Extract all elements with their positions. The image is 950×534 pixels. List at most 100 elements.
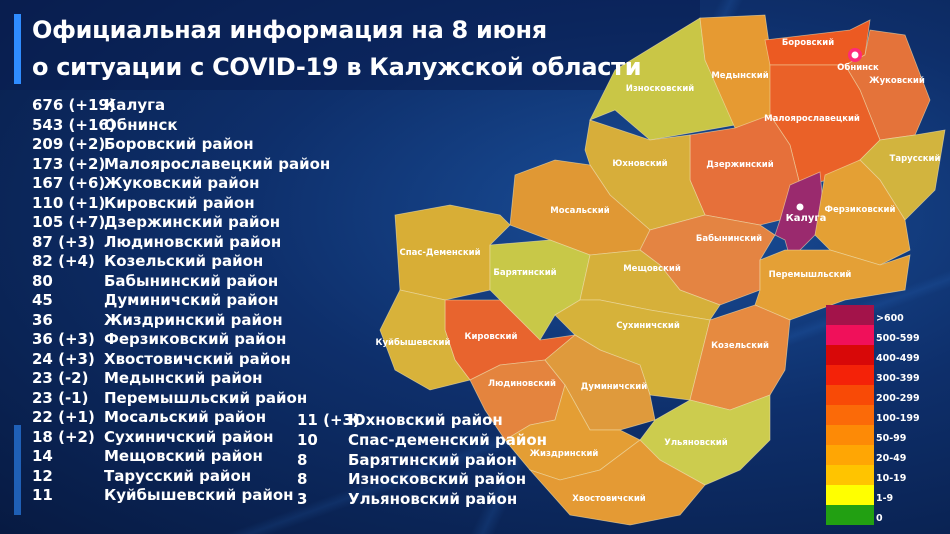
district-label: Тарусский [890,154,941,164]
case-count: 167 (+6) [32,174,106,192]
title-accent-bar [14,14,21,84]
case-count: 24 (+3) [32,349,95,368]
district-label: Спас-Деменский [399,248,480,258]
district-label: Жуковский [869,76,925,86]
case-count: 23 (-1) [32,388,89,407]
legend-label: 100-199 [876,413,920,424]
locality-name: Мещовский район [104,447,263,465]
legend-swatch [826,445,874,465]
locality-name: Барятинский район [348,450,517,469]
legend-item: 20-49 [826,445,946,465]
district-label: Ульяновский [664,438,727,448]
case-count: 23 (-2) [32,369,89,387]
legend-item: 100-199 [826,405,946,425]
locality-name: Тарусский район [104,466,252,485]
legend-label: 1-9 [876,493,894,504]
case-count: 36 (+3) [32,330,95,348]
locality-name: Спас-деменский район [348,430,548,449]
case-count: 18 (+2) [32,427,95,446]
case-count: 22 (+1) [32,408,95,426]
case-count: 676 (+19) [32,96,116,114]
legend-item: 1-9 [826,485,946,505]
district-label: Ферзиковский [825,205,896,215]
district-label: Думиничский [581,382,647,392]
locality-name: Мосальский район [104,408,267,426]
district-label: Кировский [465,332,518,342]
legend-item: 10-19 [826,465,946,485]
legend-item: 300-399 [826,365,946,385]
legend-item: 500-599 [826,325,946,345]
locality-name: Бабынинский район [104,271,279,290]
locality-name: Козельский район [104,252,264,270]
case-count: 11 (+3) [297,411,360,429]
case-count: 10 [297,430,318,449]
district-label: Хвостовичский [572,494,646,504]
district-label: Жиздринский [530,449,599,459]
locality-name: Людиновский район [104,232,282,251]
district-label: Боровский [782,38,834,48]
district-label: Юхновский [612,159,667,169]
locality-name: Дзержинский район [104,213,281,231]
city-marker [796,203,804,211]
locality-name: Жуковский район [104,174,260,192]
legend-item: >600 [826,305,946,325]
case-count: 209 (+2) [32,135,106,153]
city-marker [851,51,859,59]
legend-item: 50-99 [826,425,946,445]
decor-bar [14,425,21,515]
locality-name: Ульяновский район [348,490,518,509]
locality-name: Медынский район [104,369,263,387]
legend-swatch [826,305,874,325]
legend-swatch [826,385,874,405]
district-label: Малоярославецкий [764,114,860,124]
case-count: 36 [32,310,53,329]
legend-label: 50-99 [876,433,907,444]
case-count: 173 (+2) [32,154,106,173]
district-label: Людиновский [488,379,556,389]
district-label: Мосальский [550,206,609,216]
district-label: Перемышльский [769,270,852,280]
case-count: 14 [32,447,53,465]
district-label: Козельский [711,341,769,351]
legend-label: 0 [876,513,883,524]
locality-name: Юхновский район [348,411,503,429]
district-label: Барятинский [493,268,556,278]
legend-item: 200-299 [826,385,946,405]
locality-name: Боровский район [104,135,254,153]
case-count: 543 (+16) [32,115,116,134]
locality-name: Перемышльский район [104,388,308,407]
district-19 [554,299,711,401]
legend-label: >600 [876,313,904,324]
district-label: Дзержинский [706,160,773,170]
district-label: Сухиничский [616,321,680,331]
legend-label: 200-299 [876,393,920,404]
legend-swatch [826,505,874,525]
locality-name: Малоярославецкий район [104,154,331,173]
case-count: 80 [32,271,53,290]
case-count: 3 [297,490,308,509]
district-15 [754,249,911,321]
case-count: 8 [297,450,308,469]
city-label: Обнинск [837,62,879,73]
page-title-line1: Официальная информация на 8 июня [32,16,547,44]
case-count: 87 (+3) [32,232,95,251]
legend-label: 400-499 [876,353,920,364]
locality-name: Думиничский район [104,291,279,309]
case-count: 82 (+4) [32,252,95,270]
legend-swatch [826,485,874,505]
locality-name: Калуга [104,96,166,114]
legend-label: 20-49 [876,453,907,464]
case-count: 45 [32,291,53,309]
page-title-line2: о ситуации с COVID-19 в Калужской област… [32,53,642,81]
district-label: Бабынинский [696,233,762,244]
locality-name: Жиздринский район [104,310,283,329]
locality-name: Износковский район [348,470,527,489]
legend-item: 0 [826,505,946,525]
case-count: 11 [32,486,53,504]
legend-swatch [826,465,874,485]
legend-swatch [826,325,874,345]
district-label: Куйбышевский [376,337,451,348]
district-25 [528,439,706,526]
district-label: Мещовский [623,264,681,274]
